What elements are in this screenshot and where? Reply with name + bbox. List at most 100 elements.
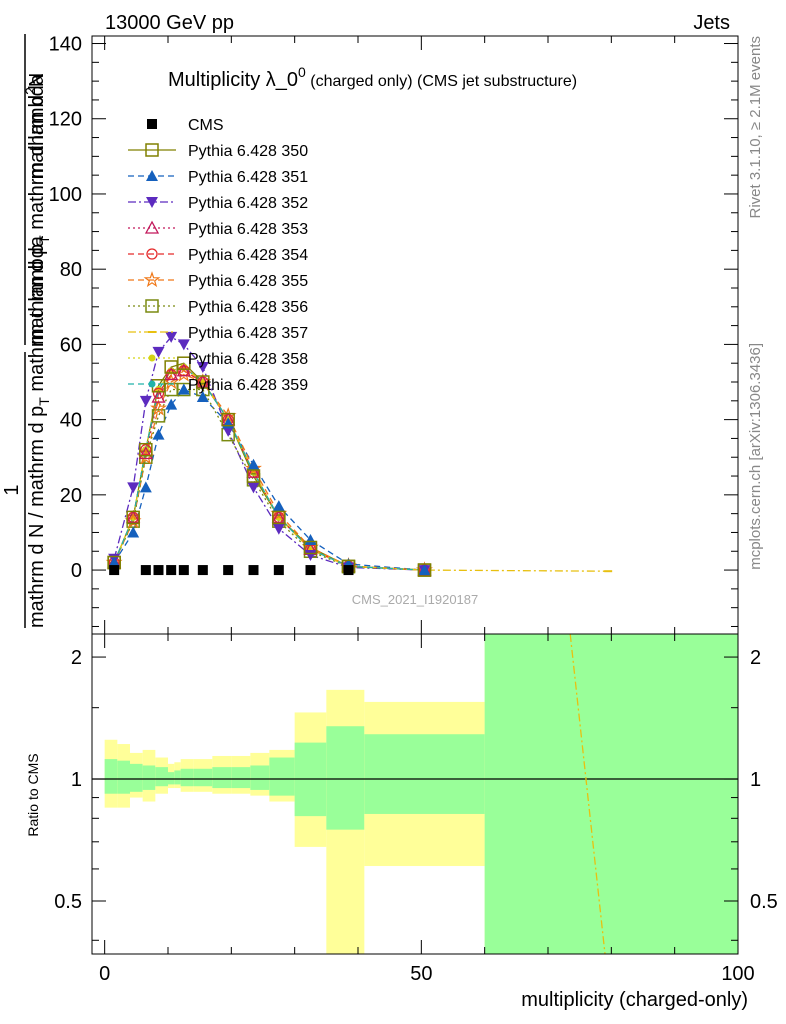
- header-category: Jets: [693, 12, 730, 34]
- ratio-y-tick-label-left: 2: [71, 647, 82, 669]
- data-point-2: [152, 428, 165, 440]
- green-band-bin: [231, 767, 251, 789]
- data-point-0: [153, 565, 164, 576]
- header-process: 13000 GeV pp: [105, 12, 234, 34]
- green-band-bin: [269, 757, 295, 796]
- data-point-1: [246, 469, 261, 483]
- data-point-1: [272, 510, 286, 525]
- series-line-3: [113, 336, 425, 571]
- data-point-2: [165, 398, 178, 410]
- series-line-4: [113, 369, 425, 571]
- legend-marker-1: [145, 143, 159, 157]
- ratio-y-tick-label-right: 2: [750, 647, 761, 669]
- y-tick-label: 40: [60, 410, 82, 432]
- data-point-4: [138, 446, 153, 460]
- y-label-den-a: mathrm d p: [26, 244, 48, 345]
- legend-label-2: Pythia 6.428 351: [188, 169, 308, 186]
- data-point-0: [109, 565, 120, 576]
- legend-label-10: Pythia 6.428 359: [188, 377, 308, 394]
- y-tick-label: 140: [49, 34, 82, 56]
- ratio-y-tick-label-left: 1: [71, 769, 82, 791]
- green-band-bin: [326, 726, 365, 830]
- green-band-bin: [104, 759, 118, 794]
- data-point-2: [272, 500, 285, 512]
- watermark: CMS_2021_I1920187: [352, 592, 479, 607]
- legend-marker-10: [148, 380, 156, 388]
- data-point-1: [303, 540, 318, 555]
- legend-label-1: Pythia 6.428 350: [188, 143, 308, 160]
- x-axis-label: multiplicity (charged-only): [521, 989, 748, 1011]
- data-point-3: [139, 395, 152, 407]
- data-point-4: [246, 464, 261, 478]
- green-band-bin: [174, 770, 181, 785]
- y-label-left-den-sub: T: [36, 397, 52, 406]
- data-point-1: [221, 412, 235, 427]
- ratio-series-line-0: [569, 633, 606, 955]
- data-point-3: [152, 346, 165, 358]
- mcplots-label: mcplots.cern.ch [arXiv:1306.3436]: [747, 343, 764, 570]
- data-point-3: [177, 339, 190, 351]
- y-label-den: mathrm d pT mathrm d lambda: [26, 73, 52, 345]
- data-point-3: [247, 482, 260, 494]
- data-point-2: [418, 564, 431, 576]
- ratio-frame: [91, 633, 739, 955]
- data-point-3: [222, 425, 235, 437]
- legend-marker-5: [146, 248, 158, 260]
- data-point-5: [140, 444, 152, 456]
- legend-label-7: Pythia 6.428 356: [188, 299, 308, 316]
- green-band-bin: [364, 734, 485, 814]
- series-line-7: [113, 388, 425, 571]
- data-point-3: [304, 550, 317, 562]
- legend-label-6: Pythia 6.428 355: [188, 273, 308, 290]
- y-label-den-sub: T: [36, 235, 52, 244]
- y-label-den-b: mathrm d lambda: [26, 73, 48, 229]
- data-point-2: [108, 556, 121, 568]
- data-point-4: [195, 374, 210, 388]
- data-point-0: [305, 565, 316, 576]
- legend-label-9: Pythia 6.428 358: [188, 351, 308, 368]
- data-point-4: [151, 389, 166, 403]
- x-tick-label: 0: [99, 963, 110, 985]
- data-point-1: [126, 510, 140, 525]
- green-band-bin: [168, 772, 175, 785]
- data-point-6: [245, 459, 262, 476]
- ratio-y-tick-label-right: 0.5: [750, 891, 778, 913]
- data-point-0: [178, 565, 189, 576]
- data-point-3: [196, 361, 209, 373]
- y-tick-label: 0: [71, 560, 82, 582]
- data-point-2: [177, 383, 190, 395]
- title-superscript: 0: [298, 64, 306, 80]
- data-point-0: [343, 565, 354, 576]
- green-band-bin: [250, 765, 270, 790]
- y-tick-label: 80: [60, 259, 82, 281]
- data-point-2: [139, 481, 152, 493]
- y-label-left-den: mathrm d N / mathrm d pT mathrm d lambda: [26, 235, 52, 628]
- title-main: Multiplicity λ_0: [168, 69, 298, 91]
- series-line-5: [113, 369, 425, 571]
- data-point-0: [223, 565, 234, 576]
- data-point-2: [127, 526, 140, 538]
- green-band-bin: [130, 763, 143, 792]
- y-label-left-den-a: mathrm d N / mathrm d p: [26, 406, 48, 628]
- legend-marker-2: [146, 170, 158, 181]
- y-tick-label: 100: [49, 184, 82, 206]
- ratio-y-tick-label-right: 1: [750, 769, 761, 791]
- ratio-panel: 0.5 0.5 1 1 2 2 0 50 100 Ratio to CMS multiplici…: [25, 633, 778, 1011]
- x-tick-label: 50: [410, 963, 432, 985]
- title-suffix: (charged only) (CMS jet substructure): [306, 73, 577, 90]
- data-point-4: [176, 363, 191, 377]
- series-line-2: [113, 388, 425, 571]
- legend-marker-7: [145, 299, 159, 313]
- green-band-bin: [484, 634, 738, 954]
- y-label-left-num: 1: [1, 484, 23, 495]
- ratio-y-label: Ratio to CMS: [25, 753, 41, 836]
- green-band-bin: [155, 767, 168, 787]
- y-label-left-den-b: mathrm d lambda: [26, 235, 48, 391]
- data-point-0: [140, 565, 151, 576]
- data-point-5: [152, 387, 165, 399]
- series-line-6: [113, 373, 425, 571]
- data-point-4: [126, 510, 141, 524]
- y-tick-label: 60: [60, 334, 82, 356]
- y-label-num-a: mathrm d: [26, 95, 48, 179]
